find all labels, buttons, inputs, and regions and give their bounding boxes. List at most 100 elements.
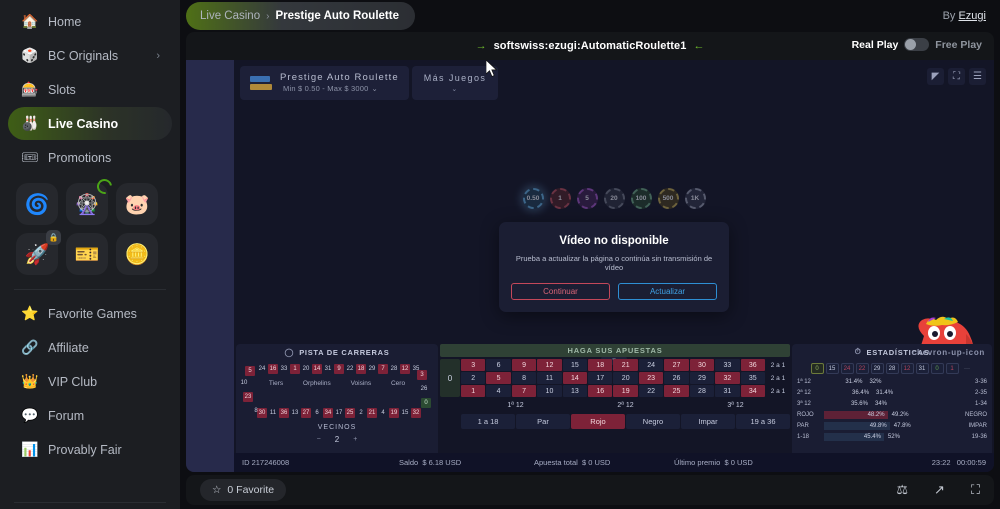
sidebar-item-affiliate[interactable]: 🔗 Affiliate bbox=[8, 331, 172, 364]
theater-mode-icon[interactable]: ↗ bbox=[933, 482, 945, 497]
continue-button[interactable]: Continuar bbox=[511, 283, 610, 300]
bet-cell-29[interactable]: 29 bbox=[689, 372, 715, 384]
history-more-icon[interactable]: ··· bbox=[964, 365, 970, 372]
racetrack-number-17[interactable]: 17 bbox=[335, 410, 343, 416]
more-games-button[interactable]: Más Juegos ⌄ bbox=[411, 66, 499, 100]
racetrack-number-9[interactable]: 9 bbox=[334, 364, 344, 374]
play-mode-switch[interactable]: Real Play Free Play bbox=[852, 38, 982, 51]
history-number-12[interactable]: 12 bbox=[900, 363, 914, 374]
provider-link[interactable]: Ezugi bbox=[958, 10, 986, 22]
favorite-button[interactable]: ☆ 0 Favorite bbox=[200, 479, 287, 501]
breadcrumb[interactable]: Live Casino › Prestige Auto Roulette bbox=[186, 2, 415, 30]
racetrack-number-22[interactable]: 22 bbox=[346, 366, 354, 372]
dozen-bet-2[interactable]: 2ª 12 bbox=[617, 402, 634, 409]
bet-cell-35[interactable]: 35 bbox=[740, 372, 765, 384]
racetrack-number-33[interactable]: 33 bbox=[280, 366, 288, 372]
racetrack-number-18[interactable]: 18 bbox=[356, 364, 366, 374]
history-number-22[interactable]: 22 bbox=[855, 363, 869, 374]
dozen-bet-3[interactable]: 3ª 12 bbox=[727, 402, 744, 409]
bet-cell-16[interactable]: 16 bbox=[588, 385, 613, 397]
play-mode-toggle[interactable] bbox=[904, 38, 930, 51]
bet-cell-34[interactable]: 34 bbox=[740, 385, 765, 397]
bet-cell-33[interactable]: 33 bbox=[715, 359, 740, 371]
dozen-bets[interactable]: 1ª 12 2ª 12 3ª 12 bbox=[461, 399, 790, 412]
racetrack-number-0[interactable]: 0 bbox=[421, 398, 431, 408]
bet-cell-zero[interactable]: 0 bbox=[440, 359, 460, 397]
bet-cell-24[interactable]: 24 bbox=[638, 359, 664, 371]
sidebar-item-home[interactable]: 🏠 Home bbox=[8, 5, 172, 38]
menu-icon[interactable]: ☰ bbox=[969, 68, 986, 85]
outside-bet-rojo[interactable]: Rojo bbox=[571, 414, 625, 429]
bet-cell-26[interactable]: 26 bbox=[664, 372, 689, 384]
racetrack-number-5[interactable]: 5 bbox=[245, 366, 255, 376]
outside-bet-negro[interactable]: Negro bbox=[626, 414, 680, 429]
history-number-31[interactable]: 31 bbox=[915, 363, 929, 374]
sidebar-item-promotions[interactable]: 🎟 Promotions bbox=[8, 141, 172, 174]
bet-cell-2[interactable]: 2 bbox=[461, 372, 486, 384]
breadcrumb-parent[interactable]: Live Casino bbox=[200, 10, 261, 22]
outside-bet-19-a-36[interactable]: 19 a 36 bbox=[736, 414, 790, 429]
limits-caret-icon[interactable]: ⌄ bbox=[371, 84, 378, 94]
dozen-bet-1[interactable]: 1ª 12 bbox=[507, 402, 524, 409]
racetrack-number-14[interactable]: 14 bbox=[312, 364, 322, 374]
real-play-label[interactable]: Real Play bbox=[851, 38, 899, 51]
sidebar-item-live-casino[interactable]: 🎳 Live Casino bbox=[8, 107, 172, 140]
racetrack-number-4[interactable]: 4 bbox=[381, 410, 385, 416]
bet-cell-31[interactable]: 31 bbox=[715, 385, 740, 397]
bet-cell-20[interactable]: 20 bbox=[613, 372, 638, 384]
chip-1K[interactable]: 1K bbox=[684, 188, 706, 209]
bet-cell-11[interactable]: 11 bbox=[537, 372, 562, 384]
bet-cell-13[interactable]: 13 bbox=[562, 385, 588, 397]
chip-500[interactable]: 500 bbox=[657, 188, 679, 209]
refresh-button[interactable]: Actualizar bbox=[618, 283, 717, 300]
history-number-28[interactable]: 28 bbox=[885, 363, 899, 374]
racetrack-number-35[interactable]: 35 bbox=[412, 366, 420, 372]
bet-cell-14[interactable]: 14 bbox=[562, 372, 588, 384]
bet-cell-19[interactable]: 19 bbox=[613, 385, 638, 397]
vecinos-minus-button[interactable]: − bbox=[316, 436, 321, 443]
racetrack-right-arc[interactable]: 3 26 0 bbox=[417, 364, 433, 418]
number-grid[interactable]: 0 3 6 9 12 15 18 21 24 27 30 33 36 2 5 8 11 14 17 20 23 26 29… bbox=[440, 359, 790, 397]
racetrack-number-29[interactable]: 29 bbox=[368, 366, 376, 372]
racetrack-number-27[interactable]: 27 bbox=[301, 408, 311, 418]
history-number-0[interactable]: 0 bbox=[930, 363, 944, 374]
vecinos-stepper[interactable]: − 2 + bbox=[236, 435, 438, 444]
chip-5[interactable]: 5 bbox=[576, 188, 598, 209]
racetrack-section-tiers[interactable]: Tiers bbox=[268, 380, 284, 387]
history-number-1[interactable]: 1 bbox=[945, 363, 959, 374]
bet-cell-17[interactable]: 17 bbox=[588, 372, 613, 384]
bet-cell-23[interactable]: 23 bbox=[638, 372, 664, 384]
racetrack-section-orphelins[interactable]: Orphelins bbox=[302, 380, 331, 387]
history-row[interactable]: 0 15 24 22 29 28 12 31 0 1 ··· bbox=[792, 360, 992, 376]
game-title-box[interactable]: Prestige Auto Roulette Min $ 0.50 - Max … bbox=[240, 66, 409, 100]
racetrack-number-13[interactable]: 13 bbox=[291, 410, 299, 416]
bet-cell-30[interactable]: 30 bbox=[689, 359, 715, 371]
chevron-right-icon[interactable]: › bbox=[156, 49, 160, 62]
racetrack-number-36[interactable]: 36 bbox=[279, 408, 289, 418]
racetrack-number-10[interactable]: 10 bbox=[240, 380, 248, 386]
history-number-0[interactable]: 0 bbox=[810, 363, 824, 374]
coupon-tile[interactable]: 🎫 bbox=[66, 233, 108, 275]
history-number-29[interactable]: 29 bbox=[870, 363, 884, 374]
column-bet-3[interactable]: 2 a 1 bbox=[770, 387, 786, 395]
bet-cell-1[interactable]: 1 bbox=[461, 385, 486, 397]
column-bet-2[interactable]: 2 a 1 bbox=[770, 374, 786, 382]
racetrack-number-16[interactable]: 16 bbox=[268, 364, 278, 374]
racetrack-number-3[interactable]: 3 bbox=[417, 370, 427, 380]
fairness-scales-icon[interactable]: ⚖ bbox=[896, 482, 908, 497]
sidebar-item-provably-fair[interactable]: 📊 Provably Fair bbox=[8, 433, 172, 466]
history-number-24[interactable]: 24 bbox=[840, 363, 854, 374]
sidebar-item-bc-originals[interactable]: 🎲 BC Originals › bbox=[8, 39, 172, 72]
racetrack-number-11[interactable]: 11 bbox=[269, 410, 277, 416]
racetrack-number-24[interactable]: 24 bbox=[258, 366, 266, 372]
racetrack-top-row[interactable]: 24 16 33 1 20 14 31 9 22 18 29 7 28 12 35 bbox=[257, 364, 421, 374]
outside-bet-par[interactable]: Par bbox=[516, 414, 570, 429]
bet-cell-27[interactable]: 27 bbox=[664, 359, 689, 371]
racetrack[interactable]: 24 16 33 1 20 14 31 9 22 18 29 7 28 12 35 30 11 36 13 27 6 3… bbox=[239, 360, 435, 422]
bet-cell-21[interactable]: 21 bbox=[613, 359, 638, 371]
outside-bet-1-a-18[interactable]: 1 a 18 bbox=[461, 414, 515, 429]
racetrack-number-8[interactable]: 8 bbox=[254, 408, 258, 414]
spin-wheel-tile[interactable]: 🌀 bbox=[16, 183, 58, 225]
chevron-up-icon[interactable]: chevron-up-icon bbox=[911, 348, 985, 357]
bet-cell-28[interactable]: 28 bbox=[689, 385, 715, 397]
